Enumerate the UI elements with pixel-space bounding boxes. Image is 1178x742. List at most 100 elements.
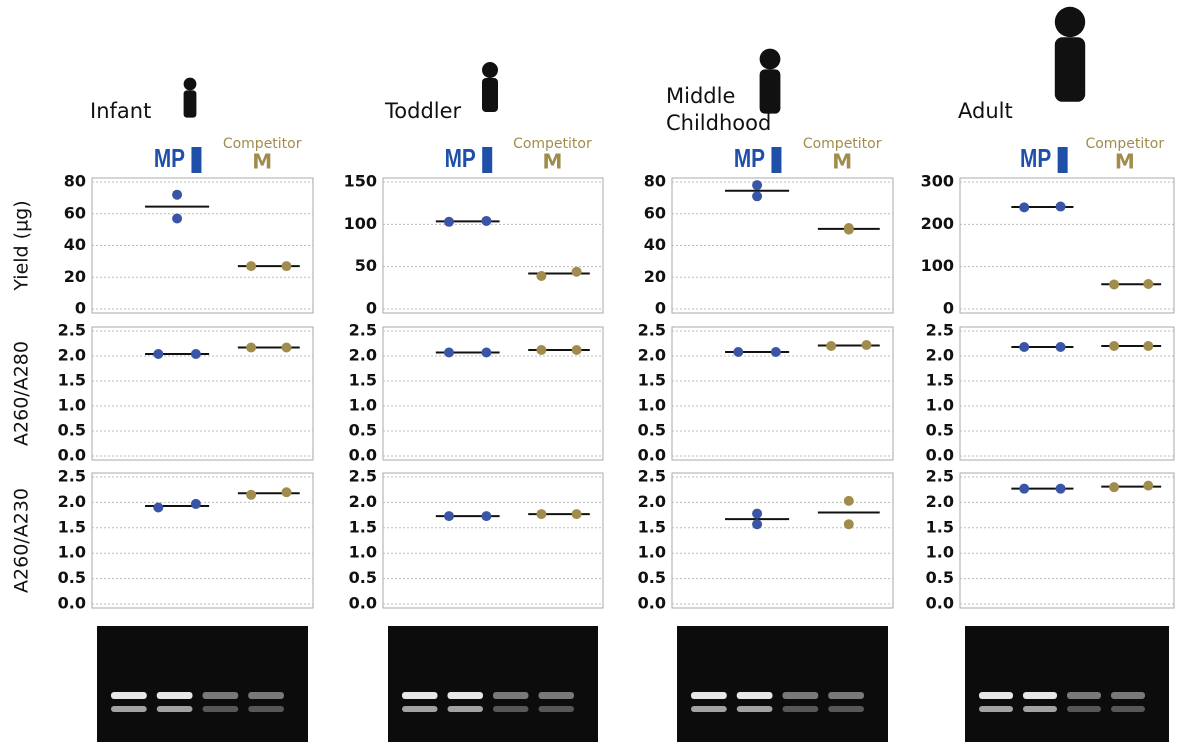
data-point [536, 509, 547, 520]
data-point [1055, 342, 1066, 352]
y-tick-label: 1.0 [58, 396, 86, 415]
data-point [246, 489, 257, 500]
y-axis-label: Yield (µg) [11, 200, 33, 291]
y-tick-label: 1.5 [926, 371, 954, 390]
data-point [1055, 483, 1066, 494]
y-tick-label: 0 [75, 299, 86, 318]
gel [388, 626, 598, 742]
y-tick-label: 200 [921, 214, 954, 233]
data-point [481, 215, 492, 226]
data-point [826, 341, 837, 351]
y-tick-label: 2.5 [58, 467, 86, 486]
y-tick-label: 1.5 [349, 517, 377, 536]
competitor-caption: Competitor [223, 136, 302, 152]
competitor-caption: Competitor [1085, 136, 1164, 152]
y-tick-label: 20 [64, 267, 86, 286]
y-tick-label: 1.5 [638, 371, 666, 390]
data-point [1143, 279, 1154, 290]
data-point [246, 342, 257, 353]
gel-band [447, 692, 483, 699]
data-point [536, 270, 547, 281]
y-tick-label: 300 [921, 172, 954, 191]
data-point [1019, 483, 1030, 494]
y-tick-label: 0 [943, 299, 954, 318]
competitor-caption: Competitor [803, 136, 882, 152]
gel-band [828, 706, 864, 712]
y-tick-label: 60 [64, 203, 86, 222]
y-tick-label: 1.5 [638, 517, 666, 536]
data-point [1109, 341, 1120, 351]
silhouette-body [482, 78, 498, 112]
data-point [571, 509, 582, 520]
gel-band [691, 692, 727, 699]
gel-band [1067, 692, 1101, 699]
silhouette-body [183, 90, 197, 118]
y-tick-label: 40 [644, 235, 666, 254]
y-tick-label: 2.5 [638, 467, 666, 486]
data-point [481, 511, 492, 522]
y-tick-label: 1.0 [58, 543, 86, 562]
y-tick-label: 0.0 [349, 446, 377, 465]
gel-band [156, 706, 193, 712]
data-point [843, 223, 854, 234]
data-point [1109, 279, 1120, 290]
data-point [246, 261, 257, 272]
gel-band [248, 706, 284, 712]
y-tick-label: 1.5 [349, 371, 377, 390]
data-point [444, 511, 454, 522]
y-tick-label: 2.0 [349, 346, 377, 365]
data-point [481, 347, 492, 358]
panel-frame [671, 472, 894, 609]
panel-frame [382, 177, 604, 314]
competitor-caption: Competitor [513, 136, 592, 152]
gel-band [402, 706, 438, 712]
competitor-logo: M [542, 150, 562, 174]
gel-band [979, 692, 1013, 699]
gel-band [1067, 706, 1101, 712]
competitor-logo: M [252, 150, 272, 174]
data-point [752, 508, 763, 519]
data-point [190, 349, 201, 359]
y-tick-label: 1.5 [58, 517, 86, 536]
data-point [1019, 202, 1030, 213]
y-tick-label: 2.5 [349, 467, 377, 486]
gel [965, 626, 1169, 742]
column-title: Toddler [385, 99, 462, 123]
y-tick-label: 0.5 [638, 421, 666, 440]
data-point [752, 191, 763, 202]
y-tick-label: 0.0 [638, 594, 666, 613]
y-tick-label: 100 [921, 256, 954, 275]
y-tick-label: 100 [344, 214, 377, 233]
gel-band [493, 692, 529, 699]
y-tick-label: 2.5 [926, 467, 954, 486]
gel-band [538, 706, 574, 712]
y-tick-label: 1.0 [638, 396, 666, 415]
data-point [172, 213, 183, 224]
column-title: Middle Childhood [666, 84, 772, 135]
data-point [281, 342, 292, 353]
data-point [843, 495, 854, 506]
gel-band [1023, 706, 1057, 712]
panel-frame [91, 326, 314, 461]
y-tick-label: 80 [644, 172, 666, 191]
y-tick-label: 2.0 [349, 492, 377, 511]
panel-frame [382, 326, 604, 461]
y-tick-label: 1.0 [349, 396, 377, 415]
gel-band [111, 692, 147, 699]
data-point [843, 519, 854, 530]
data-point [1055, 201, 1066, 212]
data-point [444, 347, 454, 358]
data-point [1143, 480, 1154, 491]
y-tick-label: 2.0 [638, 492, 666, 511]
mp-logo: MP [445, 144, 476, 173]
y-tick-label: 0.5 [926, 568, 954, 587]
y-tick-label: 0 [366, 299, 377, 318]
y-tick-label: 20 [644, 267, 666, 286]
data-point [153, 502, 164, 513]
data-point [153, 349, 164, 359]
y-tick-label: 2.5 [638, 321, 666, 340]
data-point [536, 345, 547, 355]
y-tick-label: 1.5 [926, 517, 954, 536]
data-point [172, 189, 183, 200]
